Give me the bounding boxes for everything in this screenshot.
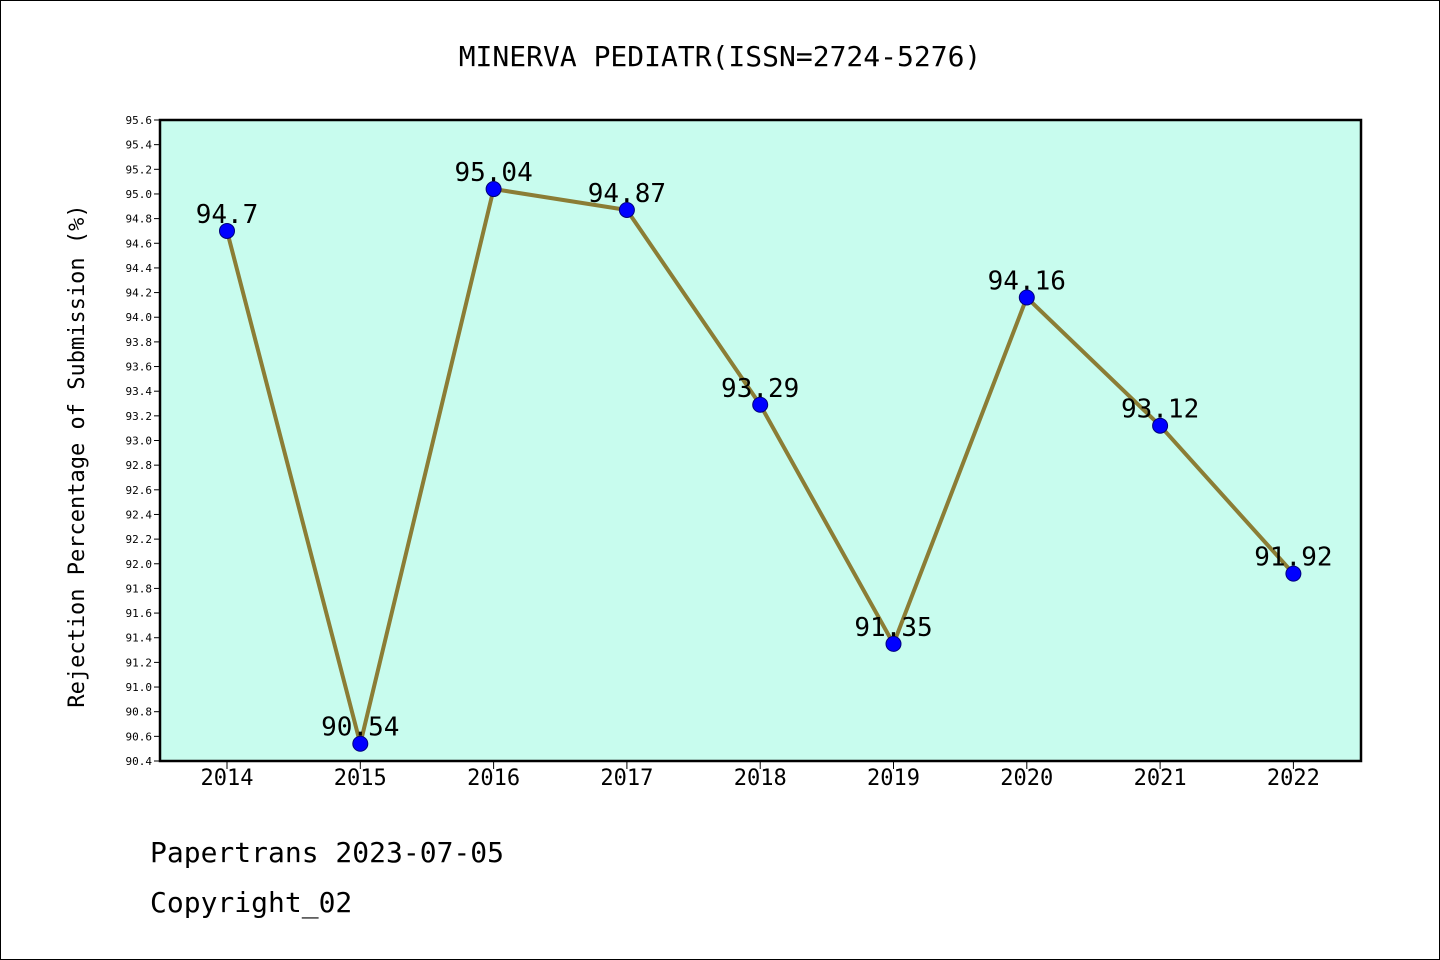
y-tick-label: 90.6 — [126, 730, 153, 743]
data-point — [752, 396, 769, 413]
chart-title: MINERVA PEDIATR(ISSN=2724-5276) — [459, 40, 982, 73]
y-tick-label: 92.4 — [126, 508, 153, 521]
copyright-note: Copyright_02 — [150, 886, 353, 919]
y-tick-label: 91.8 — [126, 582, 153, 595]
y-tick-label: 93.4 — [126, 385, 153, 398]
x-tick-label: 2020 — [1000, 766, 1053, 791]
data-label: 94.7 — [196, 200, 259, 230]
x-tick-label: 2016 — [467, 766, 520, 791]
y-tick-label: 93.8 — [126, 336, 153, 349]
y-tick-label: 94.2 — [126, 287, 153, 300]
data-point — [219, 222, 235, 239]
y-tick-label: 92.8 — [126, 459, 153, 472]
series-group: 94.7 90.54 95.04 94.87 93.29 91.35 94.16 93.12 9… — [196, 158, 1333, 752]
x-tick-label: 2022 — [1267, 766, 1320, 791]
data-label: 91.92 — [1254, 543, 1332, 573]
y-tick-label: 95.2 — [126, 163, 153, 176]
data-point — [1018, 289, 1035, 306]
y-axis-label: Rejection Percentage of Submission (%) — [65, 204, 90, 707]
y-tick-label: 91.6 — [126, 607, 153, 620]
data-label: 91.35 — [854, 613, 932, 643]
data-label: 94.87 — [588, 179, 666, 209]
y-tick-label: 92.6 — [126, 484, 153, 497]
y-tick-label: 95.6 — [126, 114, 153, 127]
y-tick-label: 94.4 — [126, 262, 153, 275]
data-label: 93.12 — [1121, 395, 1199, 425]
x-tick-label: 2014 — [201, 766, 254, 791]
y-tick-label: 91.0 — [126, 681, 153, 694]
y-tick-label: 94.0 — [126, 311, 153, 324]
data-point — [618, 201, 635, 218]
data-point — [885, 635, 902, 652]
x-tick-label: 2018 — [734, 766, 787, 791]
plot-area — [158, 118, 1363, 763]
y-tick-label: 93.6 — [126, 361, 153, 374]
y-tick-label: 93.2 — [126, 410, 153, 423]
y-tick-label: 94.6 — [126, 237, 153, 250]
y-tick-label: 95.4 — [126, 139, 153, 152]
y-tick-label: 91.4 — [126, 632, 153, 645]
y-tick-label: 93.0 — [126, 435, 153, 448]
source-note: Papertrans 2023-07-05 — [150, 836, 505, 869]
y-tick-label: 90.4 — [126, 755, 153, 768]
y-tick-label: 92.2 — [126, 533, 153, 546]
data-label: 90.54 — [321, 713, 399, 743]
x-axis: 2014 2015 2016 2017 2018 2019 2020 2021 2022 — [201, 761, 1320, 791]
data-point — [352, 735, 369, 752]
x-tick-label: 2017 — [600, 766, 653, 791]
y-tick-label: 95.0 — [126, 188, 153, 201]
data-point — [485, 181, 502, 198]
x-tick-label: 2015 — [334, 766, 387, 791]
y-tick-label: 94.8 — [126, 213, 153, 226]
data-label: 93.29 — [721, 374, 799, 404]
y-tick-label: 91.2 — [126, 656, 153, 669]
data-point — [1285, 565, 1302, 582]
x-tick-label: 2021 — [1134, 766, 1187, 791]
data-label: 94.16 — [988, 267, 1066, 297]
x-tick-label: 2019 — [867, 766, 920, 791]
y-tick-label: 90.8 — [126, 706, 153, 719]
data-label: 95.04 — [454, 158, 532, 188]
data-point — [1152, 417, 1169, 434]
y-axis: 90.4 90.6 90.8 91.0 91.2 91.4 91.6 91.8 92.0 92.2… — [126, 114, 160, 768]
y-tick-label: 92.0 — [126, 558, 153, 571]
